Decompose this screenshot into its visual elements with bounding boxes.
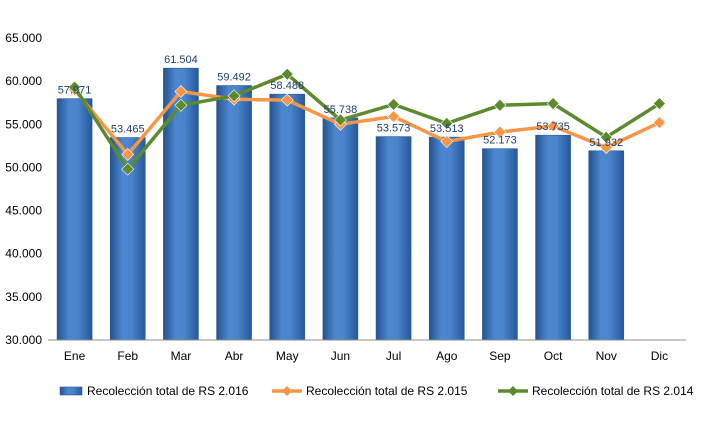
bar-data-label: 58.488 bbox=[270, 80, 304, 92]
bar-nov bbox=[588, 150, 625, 341]
series-2014-marker bbox=[121, 162, 135, 176]
bar-data-label: 53.573 bbox=[377, 123, 411, 135]
bar-data-label: 52.173 bbox=[483, 135, 517, 147]
x-tick-label: Abr bbox=[225, 349, 244, 363]
bar-ene bbox=[56, 98, 93, 341]
x-tick-label: Nov bbox=[596, 349, 617, 363]
x-tick-label: Ago bbox=[436, 349, 458, 363]
bar-data-label: 59.492 bbox=[217, 72, 251, 84]
y-tick-label: 40.000 bbox=[5, 247, 42, 261]
x-tick-label: Ene bbox=[64, 349, 86, 363]
bar-data-label: 61.504 bbox=[164, 54, 198, 66]
bar-data-label: 55.738 bbox=[324, 104, 358, 116]
series-line-2015 bbox=[72, 88, 662, 157]
series-2014-marker bbox=[333, 113, 347, 127]
bar-mar bbox=[163, 67, 199, 341]
y-tick-label: 50.000 bbox=[5, 160, 42, 174]
x-tick-label: May bbox=[276, 349, 299, 363]
y-tick-label: 60.000 bbox=[5, 74, 42, 88]
bar-jun bbox=[322, 117, 359, 341]
series-2014-marker bbox=[440, 116, 454, 130]
plot-area: 30.000 35.000 40.000 45.000 50.000 55.000 60.0… bbox=[5, 31, 686, 363]
legend-label: Recolección total de RS 2.014 bbox=[532, 384, 694, 398]
x-tick-label: Oct bbox=[544, 349, 563, 363]
bar-data-label: 57.971 bbox=[58, 85, 92, 97]
bar-data-label: 53.513 bbox=[430, 123, 464, 135]
series-2015-marker bbox=[280, 93, 294, 107]
series-2015-marker bbox=[121, 148, 135, 161]
bar-sep bbox=[482, 148, 518, 341]
y-tick-label: 45.000 bbox=[5, 204, 42, 218]
series-2014-marker bbox=[599, 130, 613, 144]
series-2015-marker bbox=[440, 135, 454, 148]
series-2014-marker bbox=[280, 67, 294, 81]
series-2015-marker bbox=[493, 125, 507, 139]
bar-may bbox=[269, 93, 306, 341]
legend: Recolección total de RS 2.016 Recolección… bbox=[59, 384, 694, 398]
x-tick-label: Sep bbox=[489, 349, 511, 363]
y-tick-label: 55.000 bbox=[5, 117, 42, 131]
x-tick-label: Mar bbox=[171, 349, 192, 363]
series-2015-marker bbox=[546, 119, 560, 133]
series-2015-marker bbox=[387, 110, 401, 123]
series-2015-marker bbox=[652, 116, 666, 129]
x-tick-label: Jul bbox=[386, 349, 401, 363]
y-tick-label: 65.000 bbox=[5, 31, 42, 45]
legend-swatch-2016 bbox=[59, 386, 83, 396]
y-tick-label: 35.000 bbox=[5, 290, 42, 304]
bar-data-label: 53.735 bbox=[536, 121, 570, 133]
bar-data-label: 51.932 bbox=[589, 137, 623, 149]
legend-label: Recolección total de RS 2.015 bbox=[306, 384, 468, 398]
bar-oct bbox=[535, 134, 571, 341]
legend-swatch-marker-2 bbox=[508, 386, 518, 396]
y-tick-label: 30.000 bbox=[5, 333, 42, 347]
series-2014-marker bbox=[68, 80, 82, 94]
series-2015-marker bbox=[174, 85, 188, 98]
series-2014-marker bbox=[652, 97, 666, 111]
legend-label: Recolección total de RS 2.016 bbox=[87, 384, 249, 398]
series-2015-marker bbox=[599, 141, 613, 155]
x-tick-label: Dic bbox=[651, 349, 668, 363]
bar-data-label: 53.465 bbox=[111, 124, 145, 136]
series-2014-marker bbox=[493, 98, 507, 112]
bar-abr bbox=[216, 85, 252, 341]
series-2014-marker bbox=[546, 97, 560, 111]
x-tick-label: Jun bbox=[331, 349, 350, 363]
series-2014-marker bbox=[227, 89, 241, 103]
legend-swatch-marker-1 bbox=[282, 386, 292, 396]
series-2014-marker bbox=[174, 98, 188, 112]
series-2014-marker bbox=[387, 98, 401, 111]
bar-ago bbox=[428, 136, 465, 341]
bar-jul bbox=[375, 136, 412, 341]
series-line-2014 bbox=[72, 72, 662, 171]
x-tick-label: Feb bbox=[117, 349, 138, 363]
